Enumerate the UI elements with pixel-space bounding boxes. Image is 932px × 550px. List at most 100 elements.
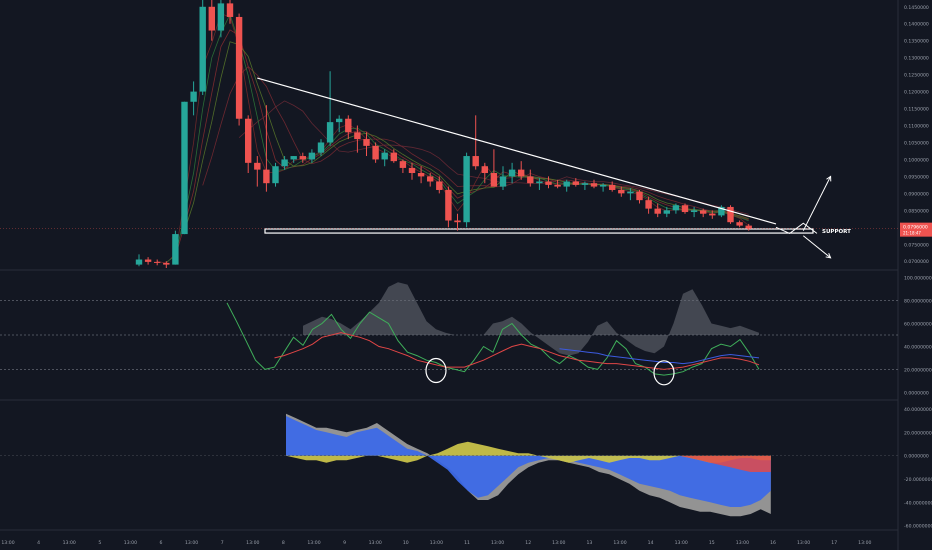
candle-body — [609, 184, 616, 190]
candle-body — [536, 181, 543, 184]
candle-body — [636, 191, 643, 201]
histogram-area-yellow — [286, 441, 771, 463]
time-axis-label: 16 — [770, 540, 776, 546]
candle-body — [481, 166, 488, 174]
price-axis-label: 0.1000000 — [904, 157, 929, 163]
histogram-axis-label: 0.0000000 — [904, 454, 929, 460]
oscillator-axis-label: 20.0000000 — [904, 367, 932, 373]
histogram-axis-label: 20.0000000 — [904, 430, 932, 436]
candle-body — [272, 166, 279, 184]
time-axis-label: 13:00 — [63, 540, 76, 546]
highlight-circle — [653, 360, 675, 386]
price-axis-label: 0.0700000 — [904, 259, 929, 265]
price-axis-label: 0.1050000 — [904, 140, 929, 146]
candle-body — [281, 159, 288, 167]
candle-body — [690, 210, 698, 213]
time-axis-label: 13:00 — [185, 540, 198, 546]
candle-body — [745, 225, 752, 229]
candle-body — [144, 259, 152, 262]
candle-body — [390, 152, 397, 162]
current-price-tag — [900, 222, 932, 237]
candle-body — [354, 132, 361, 140]
candle-body — [254, 162, 261, 170]
projection-zigzag — [775, 222, 818, 234]
candle-body — [499, 176, 507, 187]
candle-body — [372, 145, 379, 160]
moving-average-line — [175, 29, 749, 257]
time-axis-label: 4 — [37, 540, 40, 546]
time-axis-label: 13:00 — [307, 540, 320, 546]
candle-body — [654, 208, 661, 214]
price-axis-label: 0.1450000 — [904, 5, 929, 11]
candle-body — [463, 156, 470, 223]
candle-body — [217, 3, 225, 31]
resistance-trendline — [257, 77, 777, 225]
price-axis-label: 0.1100000 — [904, 124, 929, 130]
price-axis-label: 0.1400000 — [904, 22, 929, 28]
candle-body — [672, 205, 680, 211]
price-axis-label: 0.0950000 — [904, 174, 929, 180]
moving-average-line — [202, 66, 749, 218]
candle-body — [135, 259, 143, 265]
time-axis-label: 13:00 — [675, 540, 688, 546]
time-axis-label: 7 — [221, 540, 224, 546]
candle-body — [345, 118, 352, 133]
candle-body — [490, 173, 498, 187]
candle-body — [645, 200, 652, 209]
price-axis-label: 0.1300000 — [904, 56, 929, 62]
oscillator-band — [303, 282, 759, 356]
candle-body — [436, 181, 443, 190]
price-axis-label: 0.1150000 — [904, 107, 929, 113]
time-axis-label: 13:00 — [736, 540, 749, 546]
candle-body — [408, 167, 416, 174]
time-axis-label: 13:00 — [246, 540, 259, 546]
price-axis-label: 0.1200000 — [904, 90, 929, 96]
candle-body — [572, 181, 579, 185]
time-axis-label: 13:00 — [124, 540, 137, 546]
candle-body — [190, 91, 197, 102]
candle-body — [627, 191, 634, 194]
time-axis-label: 13:00 — [369, 540, 382, 546]
time-axis-label: 14 — [648, 540, 654, 546]
candle-body — [154, 261, 161, 263]
time-axis-label: 13:00 — [858, 540, 871, 546]
candle-body — [681, 205, 689, 213]
histogram-axis-label: -60.0000000 — [904, 524, 932, 530]
candle-body — [399, 161, 407, 168]
time-axis-label: 13:00 — [1, 540, 14, 546]
candle-body — [208, 6, 215, 31]
candle-body — [554, 184, 561, 187]
current-price-value: 0.0796000 — [903, 225, 928, 231]
candle-body — [381, 152, 388, 160]
candle-body — [245, 118, 252, 163]
candle-body — [527, 176, 534, 184]
candle-body — [454, 220, 461, 223]
candle-body — [427, 176, 434, 182]
candle-body — [663, 210, 670, 214]
candle-body — [618, 189, 625, 194]
support-annotation: SUPPORT — [822, 229, 851, 235]
histogram-axis-label: 40.0000000 — [904, 407, 932, 413]
candle-body — [736, 222, 743, 226]
time-axis-label: 13:00 — [797, 540, 810, 546]
candle-body — [299, 156, 306, 160]
price-axis-label: 0.0750000 — [904, 242, 929, 248]
candle-body — [226, 3, 234, 17]
price-axis-label: 0.0850000 — [904, 208, 929, 214]
time-axis-label: 11 — [464, 540, 470, 546]
candle-body — [590, 183, 598, 187]
projection-arrow — [802, 235, 831, 259]
oscillator-axis-label: 100.0000000 — [904, 276, 932, 282]
arrow-head — [826, 175, 832, 182]
candle-body — [508, 169, 516, 177]
histogram-area-grey — [286, 413, 771, 517]
candle-body — [718, 206, 725, 216]
histogram-axis-label: -40.0000000 — [904, 500, 932, 506]
candle-body — [317, 142, 325, 153]
candle-body — [363, 139, 370, 146]
time-axis-label: 13:00 — [430, 540, 443, 546]
candle-body — [545, 181, 552, 185]
histogram-area-red — [679, 455, 771, 472]
